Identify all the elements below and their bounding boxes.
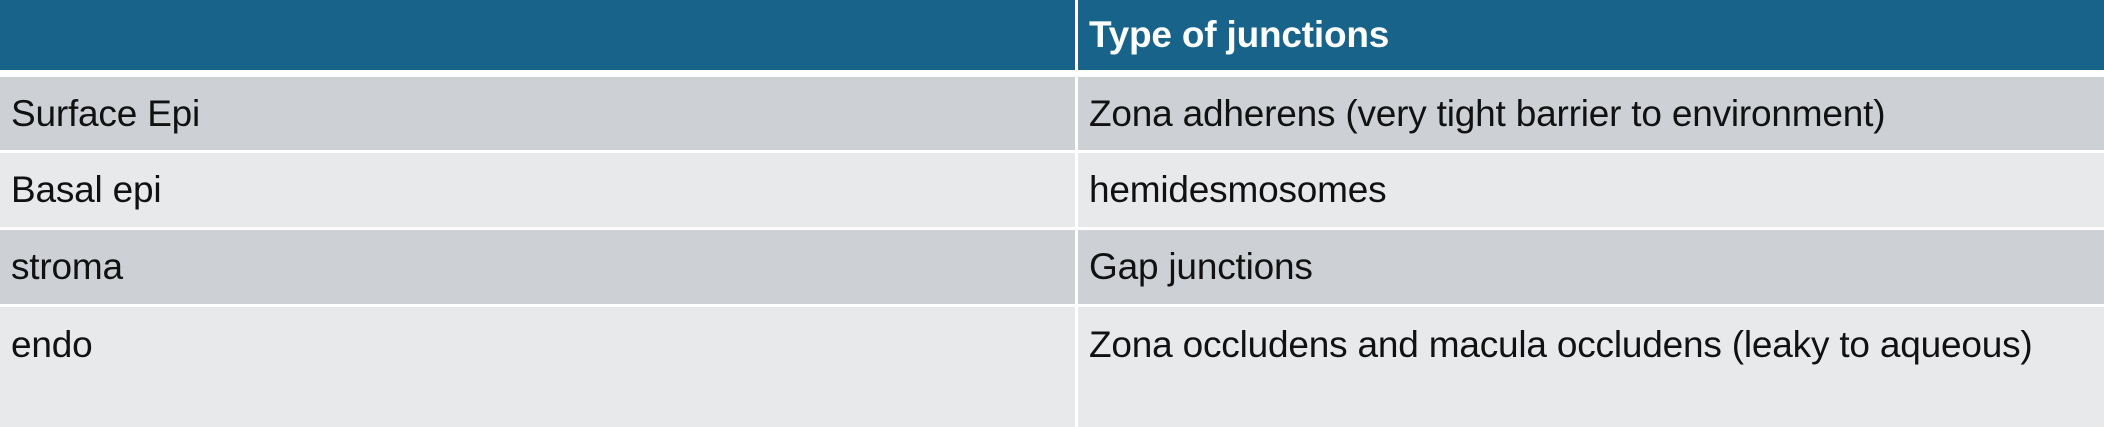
header-cell-2: Type of junctions [1078,0,2104,70]
table-row: Basal epi hemidesmosomes [0,153,2104,227]
table-cell: Zona adherens (very tight barrier to env… [1078,77,2104,150]
cell-text: Basal epi [11,169,162,210]
cell-text: hemidesmosomes [1089,169,1387,210]
table-cell: Gap junctions [1078,230,2104,304]
cell-text: Zona adherens (very tight barrier to env… [1089,93,1886,134]
table-cell: stroma [0,230,1075,304]
table-cell: hemidesmosomes [1078,153,2104,227]
table-cell: endo [0,307,1075,427]
cell-text: stroma [11,246,123,287]
cell-text: endo [11,324,93,365]
cell-text: Gap junctions [1089,246,1313,287]
table-cell: Basal epi [0,153,1075,227]
cell-text: Zona occludens and macula occludens (lea… [1089,324,2033,365]
table-row: stroma Gap junctions [0,230,2104,304]
table-header-row: Type of junctions [0,0,2104,70]
table-row: endo Zona occludens and macula occludens… [0,307,2104,427]
table-cell: Surface Epi [0,77,1075,150]
table-row: Surface Epi Zona adherens (very tight ba… [0,77,2104,150]
header-label-2: Type of junctions [1089,14,1390,55]
cell-text: Surface Epi [11,93,201,134]
table-cell: Zona occludens and macula occludens (lea… [1078,307,2104,427]
header-cell-1 [0,0,1075,70]
